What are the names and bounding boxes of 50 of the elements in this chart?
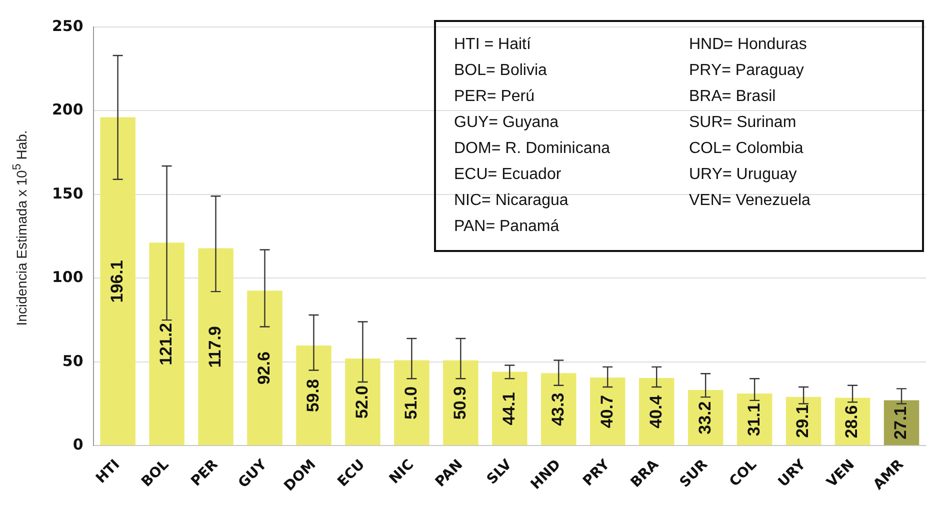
data-label: 92.6	[254, 352, 274, 385]
bar	[541, 373, 576, 446]
y-tick-label: 150	[52, 184, 84, 202]
y-tick-label: 100	[52, 268, 84, 286]
data-label: 44.1	[499, 392, 518, 426]
data-label: 52.0	[352, 386, 372, 419]
bar	[149, 242, 184, 446]
annotation: COL= Colombia	[689, 139, 804, 159]
annotation: DOM= R. Dominicana	[454, 139, 612, 159]
annotation: PER= Perú	[454, 87, 536, 107]
annotation: BOL= Bolivia	[454, 61, 548, 81]
y-tick-label: 50	[62, 352, 84, 370]
annotation: NIC= Nicaragua	[454, 191, 570, 211]
data-label: 59.8	[303, 379, 322, 412]
data-label: 50.9	[450, 386, 470, 420]
bar	[296, 346, 332, 446]
data-label: 29.1	[793, 404, 812, 438]
y-tick-label: 200	[52, 100, 84, 119]
annotation: PRY= Paraguay	[689, 61, 805, 81]
data-label: 40.4	[646, 394, 666, 428]
annotation: VEN= Venezuela	[689, 191, 810, 211]
bar	[198, 248, 234, 446]
data-label: 196.1	[107, 260, 126, 303]
annotation: URY= Uruguay	[689, 165, 798, 185]
bar	[100, 117, 136, 446]
bar	[492, 372, 528, 446]
annotation: SUR= Surinam	[689, 113, 798, 133]
annotation: GUY= Guyana	[454, 113, 560, 133]
data-label: 33.2	[695, 401, 714, 434]
bar	[590, 377, 626, 446]
bar	[394, 360, 430, 446]
data-label: 31.1	[744, 403, 764, 436]
data-label: 40.7	[597, 395, 616, 428]
annotation: ECU= Ecuador	[454, 165, 562, 185]
annotation: HTI = Haití	[454, 35, 532, 55]
data-label: 51.0	[401, 386, 420, 420]
x-tick-label: COL	[726, 456, 760, 490]
bar	[443, 360, 478, 446]
data-label: 28.6	[842, 405, 862, 438]
bar	[247, 290, 282, 446]
annotation: HND= Honduras	[689, 35, 808, 55]
data-label: 43.3	[548, 392, 568, 426]
annotation: PAN= Panamá	[454, 217, 560, 237]
bar	[345, 358, 380, 446]
data-label: 27.1	[891, 406, 910, 440]
data-label: 117.9	[205, 326, 224, 368]
data-label: 121.2	[156, 322, 176, 366]
y-tick-label: 250	[52, 16, 84, 35]
annotation: BRA= Brasil	[689, 87, 777, 107]
y-tick-label: 0	[72, 436, 84, 454]
